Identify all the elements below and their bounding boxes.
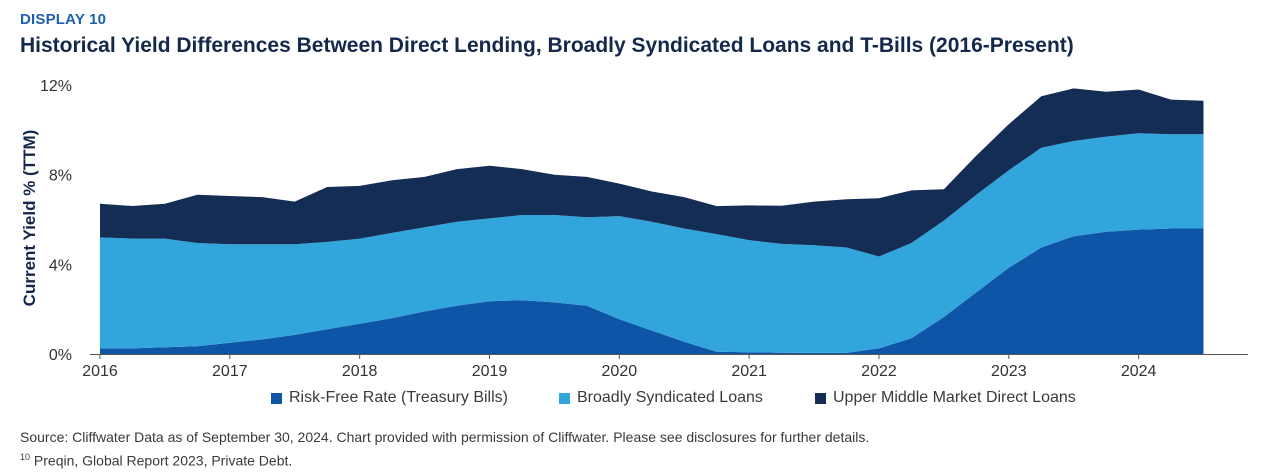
source-note: Source: Cliffwater Data as of September … [20, 429, 869, 445]
stacked-area-chart: 0% 4% 8% 12% 2016 2017 2018 2019 2020 2021 2022 202… [20, 78, 1248, 380]
x-tick-label: 2016 [82, 363, 118, 380]
area-layers [100, 88, 1204, 354]
y-tick-label: 12% [40, 78, 72, 95]
x-tick-label: 2019 [472, 363, 508, 380]
x-tick-label: 2024 [1121, 363, 1157, 380]
y-tick-label: 8% [49, 168, 72, 185]
legend-item-risk-free: Risk-Free Rate (Treasury Bills) [271, 389, 508, 407]
x-tick-label: 2023 [991, 363, 1027, 380]
x-tick-label: 2020 [602, 363, 638, 380]
x-tick-label: 2018 [342, 363, 378, 380]
legend-swatch-direct-loans [815, 392, 826, 404]
legend-item-bsl: Broadly Syndicated Loans [559, 389, 763, 407]
footnote: 10 Preqin, Global Report 2023, Private D… [20, 452, 292, 469]
legend-label-direct-loans: Upper Middle Market Direct Loans [833, 389, 1076, 406]
y-tick-label: 0% [49, 347, 72, 364]
x-tick-label: 2022 [861, 363, 897, 380]
legend-item-direct-loans: Upper Middle Market Direct Loans [815, 389, 1076, 407]
area-series-0 [100, 228, 1204, 354]
footnote-marker: 10 [20, 452, 31, 462]
display-label: DISPLAY 10 [20, 11, 107, 28]
legend-swatch-bsl [559, 392, 570, 404]
legend-label-risk-free: Risk-Free Rate (Treasury Bills) [289, 389, 508, 406]
y-tick-label: 4% [49, 257, 72, 274]
area-series-1 [100, 133, 1204, 353]
y-axis-label: Current Yield % (TTM) [20, 130, 39, 307]
x-tick-label: 2021 [731, 363, 767, 380]
area-series-2 [100, 88, 1204, 257]
tick-labels: 0% 4% 8% 12% 2016 2017 2018 2019 2020 2021 2022 202… [40, 78, 1157, 380]
chart-title: Historical Yield Differences Between Dir… [20, 34, 1074, 57]
legend: Risk-Free Rate (Treasury Bills) Broadly … [0, 389, 1268, 409]
legend-label-bsl: Broadly Syndicated Loans [577, 389, 763, 406]
x-tick-label: 2017 [212, 363, 248, 380]
legend-swatch-risk-free [271, 392, 282, 404]
source-text: Source: Cliffwater Data as of September … [20, 429, 870, 445]
footnote-text: Preqin, Global Report 2023, Private Debt… [33, 452, 293, 469]
